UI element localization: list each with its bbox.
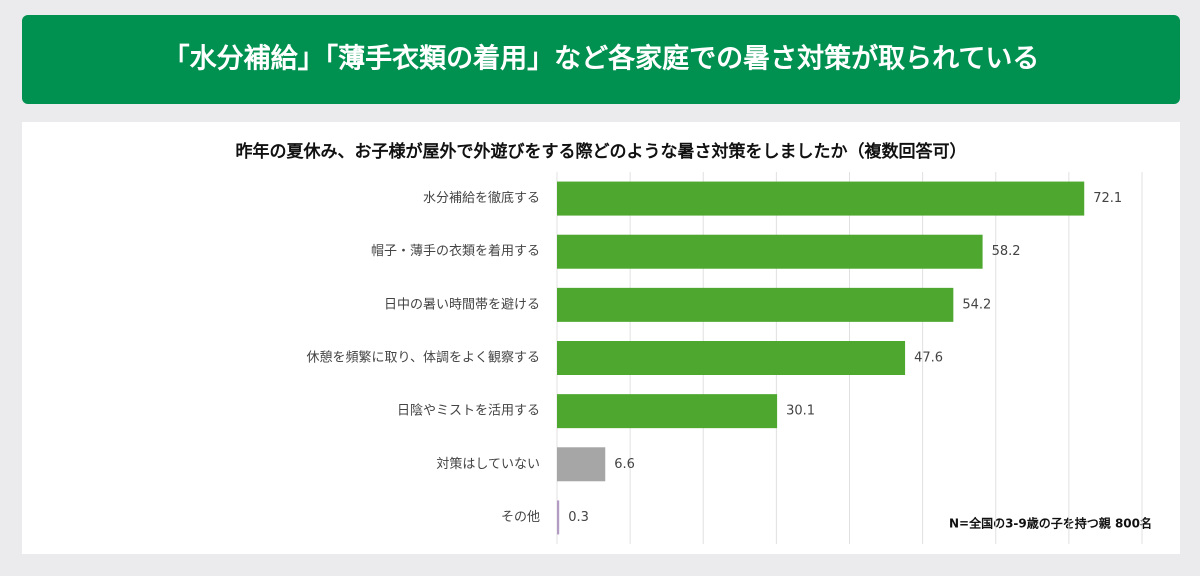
- bar: [557, 447, 606, 482]
- data-label: 6.6: [614, 457, 635, 472]
- bar: [557, 394, 778, 429]
- data-label: 72.1: [1093, 191, 1122, 206]
- y-tick-label: その他: [501, 510, 540, 525]
- bar: [557, 500, 560, 535]
- y-tick-label: 日陰やミストを活用する: [397, 404, 540, 419]
- banner-text: 「水分補給」「薄手衣類の着用」など各家庭での暑さ対策が取られている: [163, 43, 1040, 75]
- y-tick-label: 水分補給を徹底する: [423, 190, 540, 206]
- note: N=全国の3-9歳の子を持つ親 800名: [949, 516, 1152, 531]
- data-label: 0.3: [568, 510, 589, 525]
- data-label: 54.2: [962, 297, 991, 312]
- y-tick-label: 帽子・薄手の衣類を着用する: [371, 243, 540, 259]
- banner: [22, 15, 1180, 104]
- data-label: 58.2: [992, 244, 1021, 259]
- y-tick-label: 日中の暑い時間帯を避ける: [384, 297, 540, 312]
- bar: [557, 234, 983, 269]
- chart-title: 昨年の夏休み、お子様が屋外で外遊びをする際どのような暑さ対策をしましたか（複数回…: [236, 141, 967, 162]
- y-tick-label: 対策はしていない: [436, 456, 540, 472]
- bar: [557, 341, 906, 375]
- data-label: 30.1: [786, 404, 815, 419]
- bar: [557, 181, 1085, 216]
- bar: [557, 287, 954, 322]
- data-label: 47.6: [914, 351, 943, 366]
- y-tick-label: 休憩を頻繁に取り、体調をよく観察する: [307, 350, 540, 366]
